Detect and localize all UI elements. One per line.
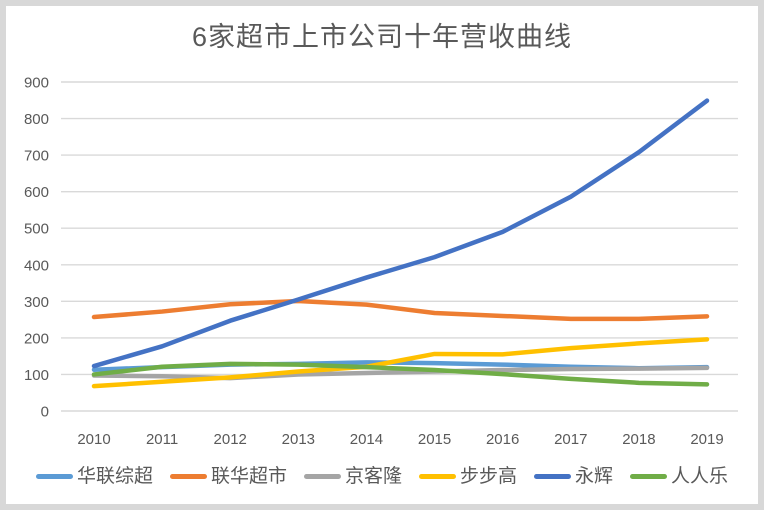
y-axis-tick-label: 800 [24, 111, 49, 128]
legend-label: 步步高 [460, 466, 518, 487]
y-axis-tick-label: 100 [24, 367, 49, 384]
y-axis-tick-label: 300 [24, 294, 49, 311]
legend-label: 京客隆 [344, 466, 402, 487]
series-line [91, 98, 710, 369]
x-axis-tick-label: 2016 [486, 431, 519, 448]
y-axis-tick-label: 0 [41, 404, 49, 421]
x-axis-tick-label: 2018 [622, 431, 655, 448]
legend-swatch [630, 474, 668, 479]
legend: 华联综超 联华超市 京客隆 步步高 永辉 人人乐 [0, 467, 764, 486]
y-axis-tick-label: 200 [24, 330, 49, 347]
chart-title: 6家超市上市公司十年营收曲线 [191, 22, 572, 52]
legend-label: 联华超市 [210, 466, 287, 487]
y-axis-tick-label: 400 [24, 257, 49, 274]
x-axis-tick-label: 2019 [690, 431, 723, 448]
legend-swatch [35, 474, 73, 479]
series-line [91, 361, 710, 387]
x-axis-tick-label: 2017 [554, 431, 587, 448]
legend-swatch [303, 474, 341, 479]
x-axis-tick-label: 2013 [282, 431, 315, 448]
y-axis-tick-label: 600 [24, 184, 49, 201]
legend-item: 永辉 [534, 467, 613, 486]
series-line [91, 298, 710, 322]
legend-label: 华联综超 [76, 466, 153, 487]
y-axis-tick-label: 500 [24, 221, 49, 238]
x-axis-tick-label: 2010 [77, 431, 110, 448]
legend-swatch [169, 474, 207, 479]
legend-label: 人人乐 [671, 466, 729, 487]
x-axis-tick-label: 2012 [214, 431, 247, 448]
x-axis-tick-label: 2011 [146, 431, 178, 448]
series-line [91, 365, 710, 381]
legend-item: 人人乐 [630, 467, 728, 486]
x-axis-tick-label: 2014 [350, 431, 383, 448]
legend-item: 华联综超 [35, 466, 153, 487]
x-axis-tick-label: 2015 [418, 431, 451, 448]
legend-item: 京客隆 [303, 466, 402, 487]
legend-item: 联华超市 [169, 466, 287, 487]
series-line [91, 337, 710, 389]
legend-swatch [419, 474, 456, 479]
y-axis-tick-label: 900 [24, 75, 49, 92]
legend-label: 永辉 [575, 466, 614, 487]
y-axis-tick-label: 700 [24, 148, 49, 165]
legend-swatch [534, 474, 572, 479]
legend-item: 步步高 [419, 467, 517, 486]
